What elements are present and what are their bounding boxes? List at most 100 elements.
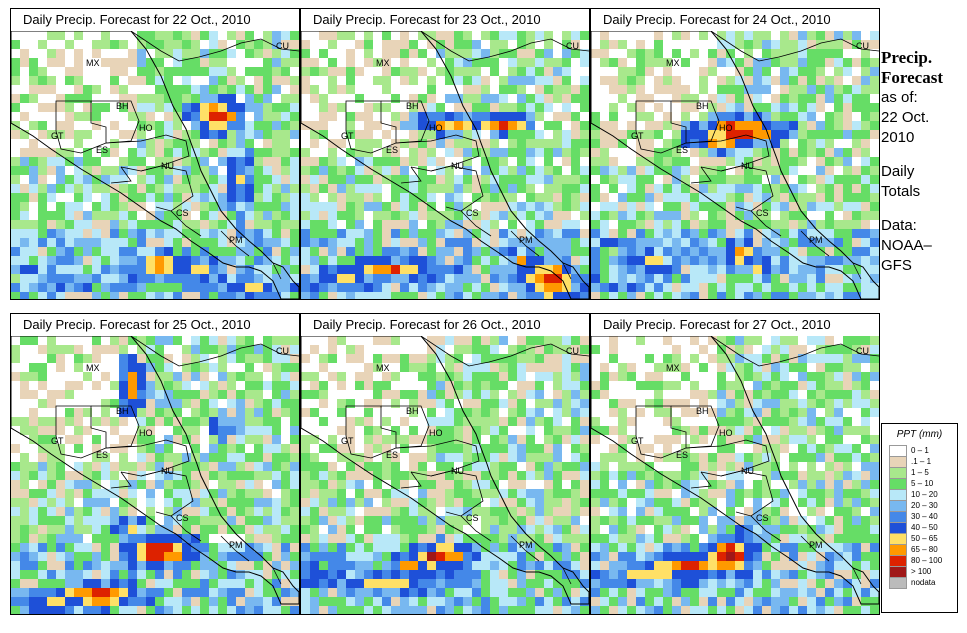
precip-cell: [636, 256, 645, 265]
precip-cell: [110, 76, 119, 85]
precip-cell: [654, 265, 663, 274]
precip-cell: [337, 597, 346, 606]
precip-cell: [517, 238, 526, 247]
precip-cell: [571, 471, 580, 480]
precip-cell: [310, 175, 319, 184]
precip-cell: [400, 462, 409, 471]
precip-cell: [254, 354, 263, 363]
precip-cell: [654, 58, 663, 67]
precip-cell: [418, 130, 427, 139]
precip-cell: [119, 426, 128, 435]
precip-cell: [29, 345, 38, 354]
precip-cell: [852, 166, 861, 175]
precip-cell: [409, 175, 418, 184]
precip-cell: [218, 202, 227, 211]
precip-cell: [146, 247, 155, 256]
precip-cell: [38, 121, 47, 130]
precip-cell: [11, 516, 20, 525]
precip-cell: [753, 112, 762, 121]
precip-cell: [571, 579, 580, 588]
country-border: [220, 230, 250, 257]
precip-cell: [672, 336, 681, 345]
precip-cell: [472, 498, 481, 507]
precip-cell: [92, 390, 101, 399]
precip-cell: [281, 444, 290, 453]
precip-cell: [182, 408, 191, 417]
precip-cell: [834, 211, 843, 220]
precip-cell: [310, 220, 319, 229]
precip-cell: [209, 121, 218, 130]
precip-cell: [310, 157, 319, 166]
precip-cell: [627, 130, 636, 139]
precip-cell: [83, 184, 92, 193]
precip-cell: [762, 283, 771, 292]
precip-cell: [272, 372, 281, 381]
precip-cell: [490, 498, 499, 507]
precip-cell: [346, 525, 355, 534]
precip-cell: [463, 408, 472, 417]
precip-cell: [11, 157, 20, 166]
precip-cell: [654, 94, 663, 103]
precip-cell: [272, 426, 281, 435]
precip-cell: [92, 166, 101, 175]
precip-cell: [735, 274, 744, 283]
precip-cell: [544, 76, 553, 85]
precip-cell: [47, 121, 56, 130]
precip-cell: [20, 193, 29, 202]
precip-cell: [591, 31, 600, 40]
panel-title: Daily Precip. Forecast for 26 Oct., 2010: [301, 314, 589, 337]
precip-cell: [472, 372, 481, 381]
precip-cell: [301, 597, 310, 606]
precip-cell: [553, 247, 562, 256]
precip-cell: [92, 363, 101, 372]
precip-cell: [110, 372, 119, 381]
precip-cell: [690, 67, 699, 76]
precip-cell: [263, 148, 272, 157]
precip-cell: [427, 372, 436, 381]
precip-cell: [236, 103, 245, 112]
precip-cell: [780, 274, 789, 283]
precip-cell: [209, 336, 218, 345]
precip-cell: [290, 462, 299, 471]
precip-cell: [146, 220, 155, 229]
precip-cell: [373, 31, 382, 40]
precip-cell: [418, 283, 427, 292]
precip-cell: [562, 480, 571, 489]
precip-cell: [445, 130, 454, 139]
precip-cell: [852, 184, 861, 193]
precip-cell: [771, 265, 780, 274]
precip-cell: [310, 112, 319, 121]
precip-cell: [101, 534, 110, 543]
precip-cell: [328, 489, 337, 498]
precip-cell: [481, 103, 490, 112]
precip-cell: [346, 426, 355, 435]
precip-cell: [47, 462, 56, 471]
precip-cell: [834, 157, 843, 166]
precip-cell: [499, 543, 508, 552]
precip-cell: [753, 103, 762, 112]
precip-cell: [38, 444, 47, 453]
precip-cell: [726, 283, 735, 292]
precip-cell: [472, 345, 481, 354]
precip-cell: [364, 58, 373, 67]
precip-cell: [409, 435, 418, 444]
precip-cell: [20, 390, 29, 399]
precip-cell: [101, 202, 110, 211]
precip-cell: [164, 507, 173, 516]
precip-cell: [436, 274, 445, 283]
precip-cell: [445, 408, 454, 417]
precip-cell: [789, 157, 798, 166]
precip-cell: [218, 40, 227, 49]
precip-cell: [861, 40, 870, 49]
precip-cell: [571, 121, 580, 130]
precip-cell: [771, 103, 780, 112]
precip-cell: [355, 229, 364, 238]
precip-cell: [245, 354, 254, 363]
precip-cell: [301, 516, 310, 525]
precip-cell: [445, 202, 454, 211]
precip-cell: [236, 157, 245, 166]
precip-cell: [263, 121, 272, 130]
precip-cell: [753, 229, 762, 238]
precip-cell: [191, 345, 200, 354]
precip-cell: [218, 265, 227, 274]
